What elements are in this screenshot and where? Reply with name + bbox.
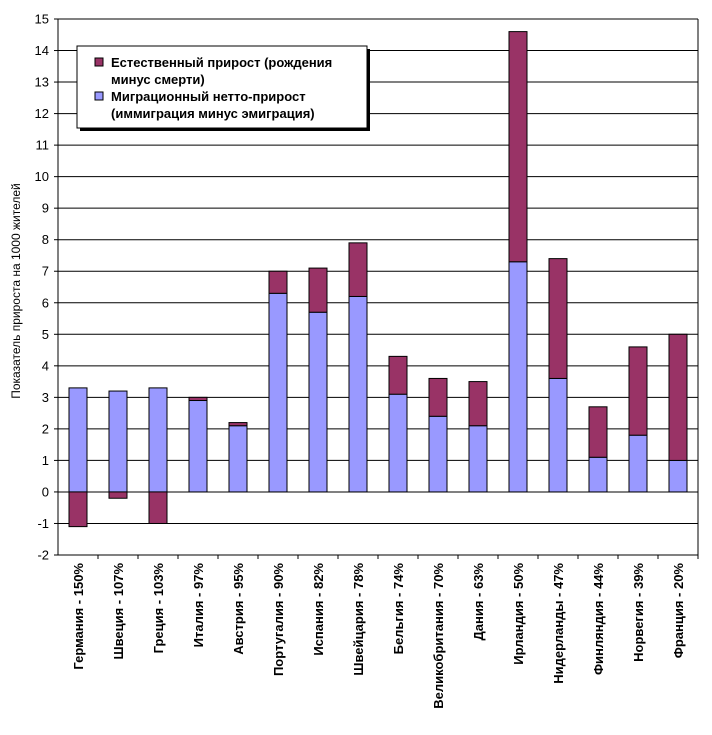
bar-segment-migration: [188, 400, 208, 493]
x-category-label: Норвегия - 39%: [631, 563, 646, 662]
bar-segment-natural: [108, 491, 128, 499]
bar-segment-natural: [588, 406, 608, 458]
y-tick-label: 14: [35, 43, 49, 58]
x-category-label: Австрия - 95%: [231, 563, 246, 655]
x-category-label: Португалия - 90%: [271, 563, 286, 676]
x-category-label: Германия - 150%: [71, 563, 86, 670]
bar-segment-migration: [588, 456, 608, 493]
y-tick-label: 9: [42, 201, 49, 216]
x-category-label: Швейцария - 78%: [351, 563, 366, 676]
bar-segment-migration: [628, 434, 648, 493]
legend-swatch: [94, 91, 104, 101]
y-tick-label: 11: [36, 138, 50, 153]
bar-segment-natural: [188, 396, 208, 402]
y-tick-label: 10: [35, 169, 49, 184]
y-tick-label: 7: [42, 264, 49, 279]
bar-segment-natural: [68, 491, 88, 528]
y-tick-label: 2: [42, 421, 49, 436]
x-category-label: Дания - 63%: [471, 563, 486, 641]
x-category-label: Франция - 20%: [671, 563, 686, 659]
bar-segment-migration: [308, 311, 328, 493]
y-tick-label: 4: [42, 358, 49, 373]
bar-segment-natural: [348, 242, 368, 297]
legend-entry-text: (иммиграция минус эмиграция): [111, 106, 315, 121]
legend-box: [76, 45, 368, 129]
y-tick-label: 8: [42, 232, 49, 247]
bar-segment-natural: [668, 333, 688, 461]
bar-segment-natural: [148, 491, 168, 524]
bar-segment-natural: [468, 381, 488, 427]
x-category-label: Нидерланды - 47%: [551, 563, 566, 684]
bar-segment-migration: [508, 261, 528, 493]
y-tick-label: 0: [42, 484, 49, 499]
y-axis-label: Показатель прироста на 1000 жителей: [9, 183, 23, 399]
y-tick-label: 5: [42, 327, 49, 342]
legend-swatch: [94, 57, 104, 67]
bar-segment-natural: [228, 422, 248, 427]
x-category-label: Греция - 103%: [151, 563, 166, 654]
bar-segment-migration: [68, 387, 88, 493]
bar-segment-natural: [508, 31, 528, 263]
y-tick-label: 13: [35, 75, 49, 90]
y-tick-label: 12: [35, 106, 49, 121]
bar-segment-migration: [668, 459, 688, 493]
bar-segment-migration: [148, 387, 168, 493]
y-tick-label: 15: [35, 12, 49, 27]
bar-segment-natural: [388, 355, 408, 395]
bar-segment-migration: [388, 393, 408, 493]
bar-segment-migration: [468, 425, 488, 493]
x-category-label: Швеция - 107%: [111, 563, 126, 660]
x-category-labels: Германия - 150% Швеция - 107% Греция - 103…: [71, 563, 686, 709]
x-category-label: Великобритания - 70%: [431, 563, 446, 709]
y-tick-label: -1: [37, 516, 49, 531]
bar-segment-natural: [428, 377, 448, 417]
bar-segment-migration: [548, 377, 568, 493]
x-category-label: Финляндия - 44%: [591, 563, 606, 675]
y-tick-label: -2: [37, 548, 49, 563]
x-category-label: Испания - 82%: [311, 563, 326, 656]
y-tick-label: 1: [42, 453, 49, 468]
bar-segment-natural: [548, 258, 568, 379]
x-category-label: Бельгия - 74%: [391, 563, 406, 655]
bar-segment-migration: [268, 292, 288, 493]
legend-entry-text: минус смерти): [111, 72, 205, 87]
bar-segment-migration: [428, 415, 448, 493]
axes: [54, 18, 699, 559]
x-category-label: Италия - 97%: [191, 563, 206, 648]
legend-entry-text: Естественный прирост (рождения: [111, 55, 332, 70]
y-tick-label: 3: [42, 390, 49, 405]
legend-entry-text: Миграционный нетто-прирост: [111, 89, 306, 104]
legend: Естественный прирост (рождения минус смер…: [76, 45, 370, 131]
bar-segment-migration: [108, 390, 128, 493]
bar-segment-migration: [228, 425, 248, 493]
y-tick-label: 6: [42, 295, 49, 310]
bars: [68, 31, 688, 528]
bar-segment-natural: [308, 267, 328, 313]
x-category-label: Ирландия - 50%: [511, 563, 526, 665]
bar-segment-natural: [268, 270, 288, 294]
bar-segment-migration: [348, 295, 368, 493]
bar-segment-natural: [628, 346, 648, 436]
